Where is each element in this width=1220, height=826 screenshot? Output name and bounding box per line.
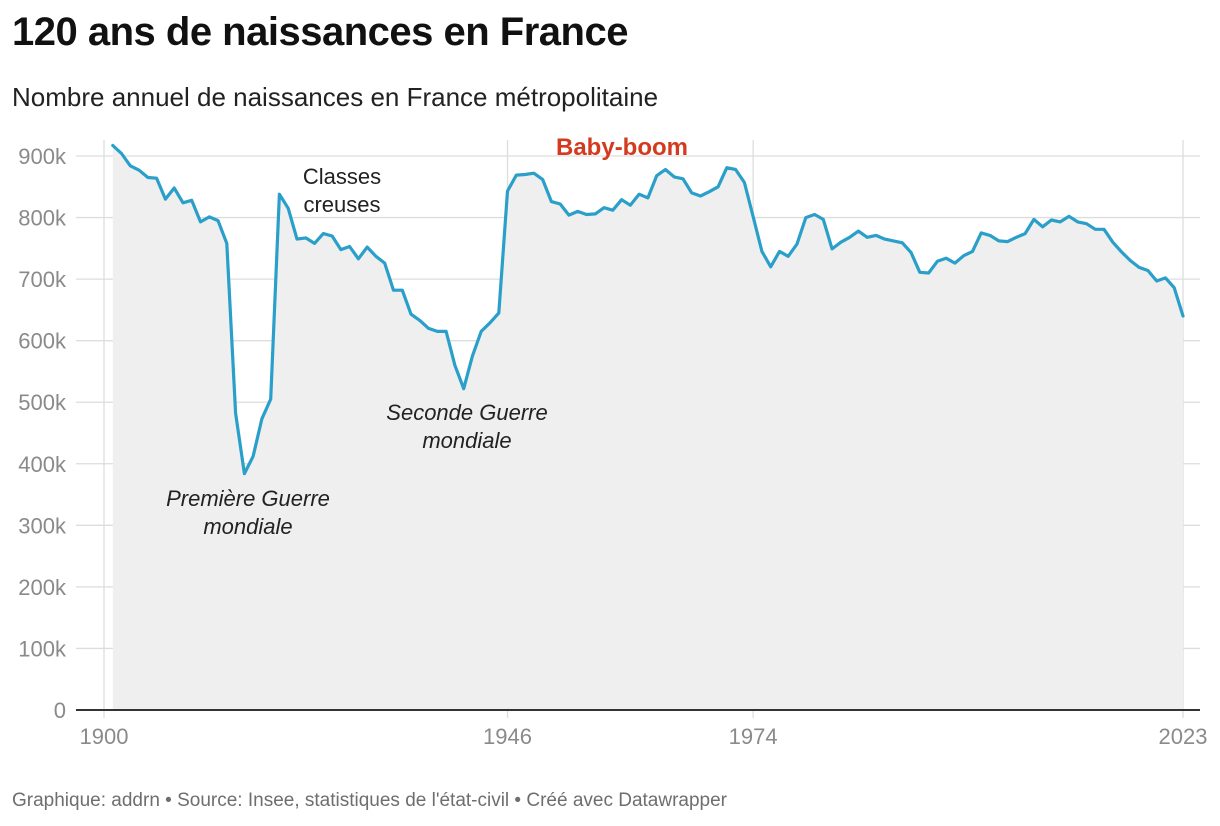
y-tick-labels: 0 100k 200k 300k 400k 500k 600k 700k 800k 900k xyxy=(18,144,67,723)
y-tick-label: 200k xyxy=(18,575,67,600)
annotation-baby-boom: Baby-boom xyxy=(556,134,688,161)
annotation-ww1-line2: mondiale xyxy=(203,514,292,539)
chart-footer: Graphique: addrn • Source: Insee, statis… xyxy=(12,790,728,811)
annotation-ww2-line1: Seconde Guerre xyxy=(386,400,547,425)
births-area xyxy=(112,145,1183,710)
annotation-classes-creuses-line1: Classes xyxy=(303,164,381,189)
y-tick-label: 700k xyxy=(18,267,67,292)
chart-title: 120 ans de naissances en France xyxy=(12,10,628,54)
y-tick-label: 0 xyxy=(54,698,66,723)
y-tick-label: 400k xyxy=(18,452,67,477)
x-tick-labels: 1900 1946 1974 2023 xyxy=(80,724,1208,749)
annotation-classes-creuses-line2: creuses xyxy=(303,192,380,217)
x-tick-label: 1900 xyxy=(80,724,129,749)
x-tick-label: 1946 xyxy=(483,724,532,749)
x-tick-label: 2023 xyxy=(1159,724,1208,749)
y-tick-label: 100k xyxy=(18,636,67,661)
y-tick-label: 800k xyxy=(18,206,67,231)
y-tick-label: 300k xyxy=(18,513,67,538)
y-tick-label: 600k xyxy=(18,329,67,354)
births-line xyxy=(111,143,1185,476)
x-tick-label: 1974 xyxy=(729,724,778,749)
chart-subtitle: Nombre annuel de naissances en France mé… xyxy=(12,82,659,112)
annotation-ww2-line2: mondiale xyxy=(422,428,511,453)
y-tick-label: 900k xyxy=(18,144,67,169)
y-tick-label: 500k xyxy=(18,390,67,415)
annotation-ww1-line1: Première Guerre xyxy=(166,486,330,511)
